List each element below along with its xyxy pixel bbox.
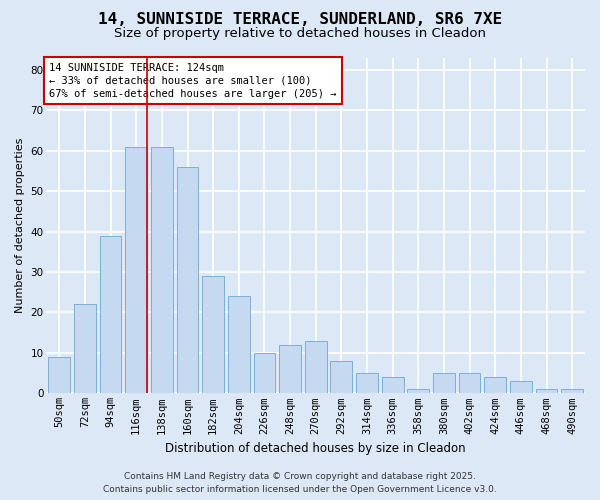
Bar: [536, 390, 557, 394]
Text: Contains HM Land Registry data © Crown copyright and database right 2025.
Contai: Contains HM Land Registry data © Crown c…: [103, 472, 497, 494]
Bar: [407, 390, 429, 394]
Bar: [484, 377, 506, 394]
Text: 14, SUNNISIDE TERRACE, SUNDERLAND, SR6 7XE: 14, SUNNISIDE TERRACE, SUNDERLAND, SR6 7…: [98, 12, 502, 28]
Bar: [176, 167, 199, 394]
Bar: [382, 377, 404, 394]
Bar: [305, 341, 326, 394]
Bar: [74, 304, 96, 394]
Bar: [279, 345, 301, 394]
Bar: [151, 146, 173, 394]
Bar: [228, 296, 250, 394]
Bar: [100, 236, 121, 394]
Bar: [510, 381, 532, 394]
Bar: [331, 361, 352, 394]
Y-axis label: Number of detached properties: Number of detached properties: [15, 138, 25, 313]
Bar: [125, 146, 147, 394]
Text: 14 SUNNISIDE TERRACE: 124sqm
← 33% of detached houses are smaller (100)
67% of s: 14 SUNNISIDE TERRACE: 124sqm ← 33% of de…: [49, 62, 337, 99]
X-axis label: Distribution of detached houses by size in Cleadon: Distribution of detached houses by size …: [166, 442, 466, 455]
Text: Size of property relative to detached houses in Cleadon: Size of property relative to detached ho…: [114, 28, 486, 40]
Bar: [202, 276, 224, 394]
Bar: [561, 390, 583, 394]
Bar: [356, 373, 378, 394]
Bar: [254, 353, 275, 394]
Bar: [49, 357, 70, 394]
Bar: [433, 373, 455, 394]
Bar: [458, 373, 481, 394]
